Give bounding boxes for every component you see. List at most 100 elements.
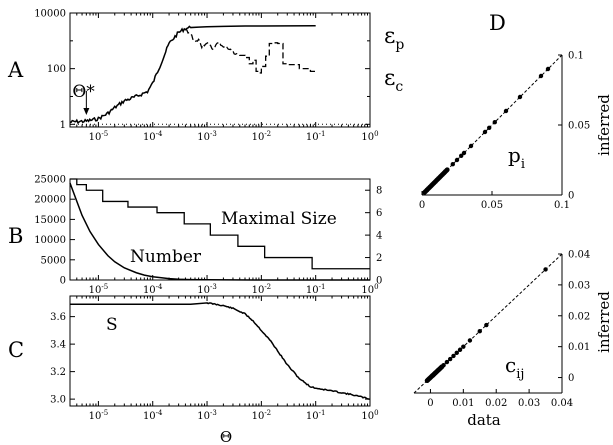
panel-c-ytick-label: 3.6 <box>50 312 66 323</box>
panel-c-ytick-label: 3.0 <box>50 395 66 406</box>
panel-d-ytick-label: 0 <box>568 373 574 384</box>
panel-d-xtick-label: 0.03 <box>518 398 540 409</box>
panel-c-xtick-label: 10-2 <box>252 409 272 422</box>
panel-a-ytick-label: 1 <box>60 120 66 131</box>
panel-d-bottom-label-cij: cij <box>505 353 524 382</box>
panel-b-ytick-label-right: 4 <box>376 231 382 242</box>
panel-b-frame <box>69 178 371 281</box>
panel-c-ticks: 10-5 10-4 10-3 10-2 10-1 100 3.0 3.2 3.4 3.6 <box>50 296 379 422</box>
panel-d-ytick-label: 0.02 <box>568 311 590 322</box>
panel-c-plot: 10-5 10-4 10-3 10-2 10-1 100 3.0 3.2 3.4 3.6 S Θ <box>50 295 379 445</box>
panel-a-series-ep <box>69 24 316 125</box>
panel-letters: A B C D <box>7 11 506 362</box>
panel-a-frame <box>69 12 371 128</box>
panel-c-xtick-label: 10-4 <box>143 409 163 422</box>
panel-c-frame <box>69 295 371 407</box>
scatter-point <box>451 353 456 359</box>
scatter-point <box>444 359 450 365</box>
panel-b-label-maximal-size: Maximal Size <box>221 209 337 229</box>
panel-c-xtick-label: 100 <box>361 409 378 422</box>
panel-b-xtick-label: 10-5 <box>89 283 109 296</box>
panel-b-ytick-label-left: 20000 <box>34 195 66 206</box>
panel-d-bottom-diagonal <box>413 253 563 394</box>
panel-b-ytick-label-right: 6 <box>376 208 382 219</box>
panel-d-top-points <box>422 66 551 195</box>
panel-b-series-number <box>69 182 370 281</box>
panel-b-xtick-label: 10-4 <box>143 283 163 296</box>
scatter-point <box>538 73 544 79</box>
scatter-point <box>454 350 459 356</box>
panel-letter-c: C <box>8 338 24 362</box>
panel-letter-d: D <box>489 11 506 35</box>
panel-b-label-number: Number <box>130 247 202 267</box>
scatter-point <box>503 108 509 114</box>
panel-d-ytick-label: 0 <box>568 191 574 202</box>
panel-d-xtick-label: 0.01 <box>452 398 474 409</box>
panel-c-xlabel: Θ <box>220 428 232 445</box>
panel-d-xtick-label: 0.05 <box>481 200 503 211</box>
scatter-point <box>484 322 489 328</box>
panel-d-ytick-label: 0.05 <box>568 121 590 132</box>
panel-b-xtick-label: 10-2 <box>252 283 272 296</box>
scatter-point <box>545 66 551 72</box>
panel-letter-b: B <box>8 224 23 248</box>
panel-a-xtick-label: 10-5 <box>89 130 109 143</box>
scatter-point <box>543 267 548 272</box>
panel-b-ytick-label-left: 5000 <box>41 255 66 266</box>
panel-c-ytick-label: 3.4 <box>50 340 66 351</box>
panel-a-xtick-label: 10-3 <box>197 130 217 143</box>
panel-c-ytick-label: 3.2 <box>50 367 66 378</box>
panel-d-xtick-label: 0.02 <box>485 398 507 409</box>
panel-d-xtick-label: 0 <box>419 200 425 211</box>
scatter-point <box>457 347 463 352</box>
panel-d-bottom-ticks: 0 0.01 0.02 0.03 0.04 0 0.01 0.02 0.03 0.04 <box>427 250 590 410</box>
panel-d-xtick-label: 0.04 <box>551 398 573 409</box>
panel-a-ytick-label: 100 <box>47 64 66 75</box>
panel-d-top-ylabel: inferred <box>595 94 613 156</box>
scatter-point <box>450 162 455 167</box>
panel-b-xtick-label: 10-3 <box>197 283 217 296</box>
scatter-point <box>482 129 488 135</box>
panel-d-bottom-ylabel: inferred <box>595 291 613 353</box>
panel-a-ytick-label: 10000 <box>34 9 66 20</box>
panel-a-series-labels: εp εc <box>384 24 404 95</box>
scatter-point <box>439 364 445 370</box>
panel-c-xtick-label: 10-5 <box>89 409 109 422</box>
panel-d-xtick-label: 0 <box>427 398 433 409</box>
panel-a-xtick-label: 10-4 <box>143 130 163 143</box>
panel-a-ticks: 10-5 10-4 10-3 10-2 10-1 100 1 100 10000 <box>34 9 378 144</box>
scatter-point <box>487 125 492 130</box>
panel-a-label-ec: εc <box>384 66 403 95</box>
panel-b-ytick-label-left: 0 <box>60 276 66 287</box>
panel-c-series-s <box>70 302 371 400</box>
panel-a-annotation: Θ* <box>72 82 95 115</box>
panel-d-bottom-plot: 0 0.01 0.02 0.03 0.04 0 0.01 0.02 0.03 0.04 cij i… <box>413 250 613 429</box>
panel-b-series-maximal-size <box>70 178 370 270</box>
panel-a-plot: 10-5 10-4 10-3 10-2 10-1 100 1 100 10000 Θ* εp ε… <box>34 9 404 144</box>
scatter-point <box>444 167 450 173</box>
panel-d-ytick-label: 0.04 <box>568 250 590 261</box>
panel-d-xtick-label: 0.1 <box>554 200 570 211</box>
panel-a-xtick-label: 100 <box>361 130 378 143</box>
panel-a-xtick-label: 10-1 <box>306 130 326 143</box>
panel-b-plot: 10-5 10-4 10-3 10-2 10-1 10005000100001500020… <box>34 175 382 297</box>
scatter-point <box>468 143 474 149</box>
panel-b-ytick-label-left: 15000 <box>34 215 66 226</box>
panel-d-bottom-points <box>424 267 548 384</box>
panel-letter-a: A <box>7 58 24 82</box>
panel-b-ytick-label-right: 0 <box>376 276 382 287</box>
scatter-point <box>461 344 466 349</box>
scatter-point <box>454 157 460 163</box>
panel-b-ytick-label-right: 2 <box>376 253 382 264</box>
scatter-point <box>492 120 497 125</box>
scatter-point <box>477 329 482 334</box>
panel-b-ytick-label-left: 25000 <box>34 175 66 186</box>
panel-d-ytick-label: 0.01 <box>568 342 590 353</box>
panel-a-xtick-label: 10-2 <box>252 130 272 143</box>
panel-b-ytick-label-left: 10000 <box>34 235 66 246</box>
panel-d-bottom-xlabel: data <box>467 411 501 429</box>
scatter-point <box>461 150 467 156</box>
panel-d-top-label-pi: pi <box>508 143 525 172</box>
panel-c-xtick-label: 10-3 <box>197 409 217 422</box>
